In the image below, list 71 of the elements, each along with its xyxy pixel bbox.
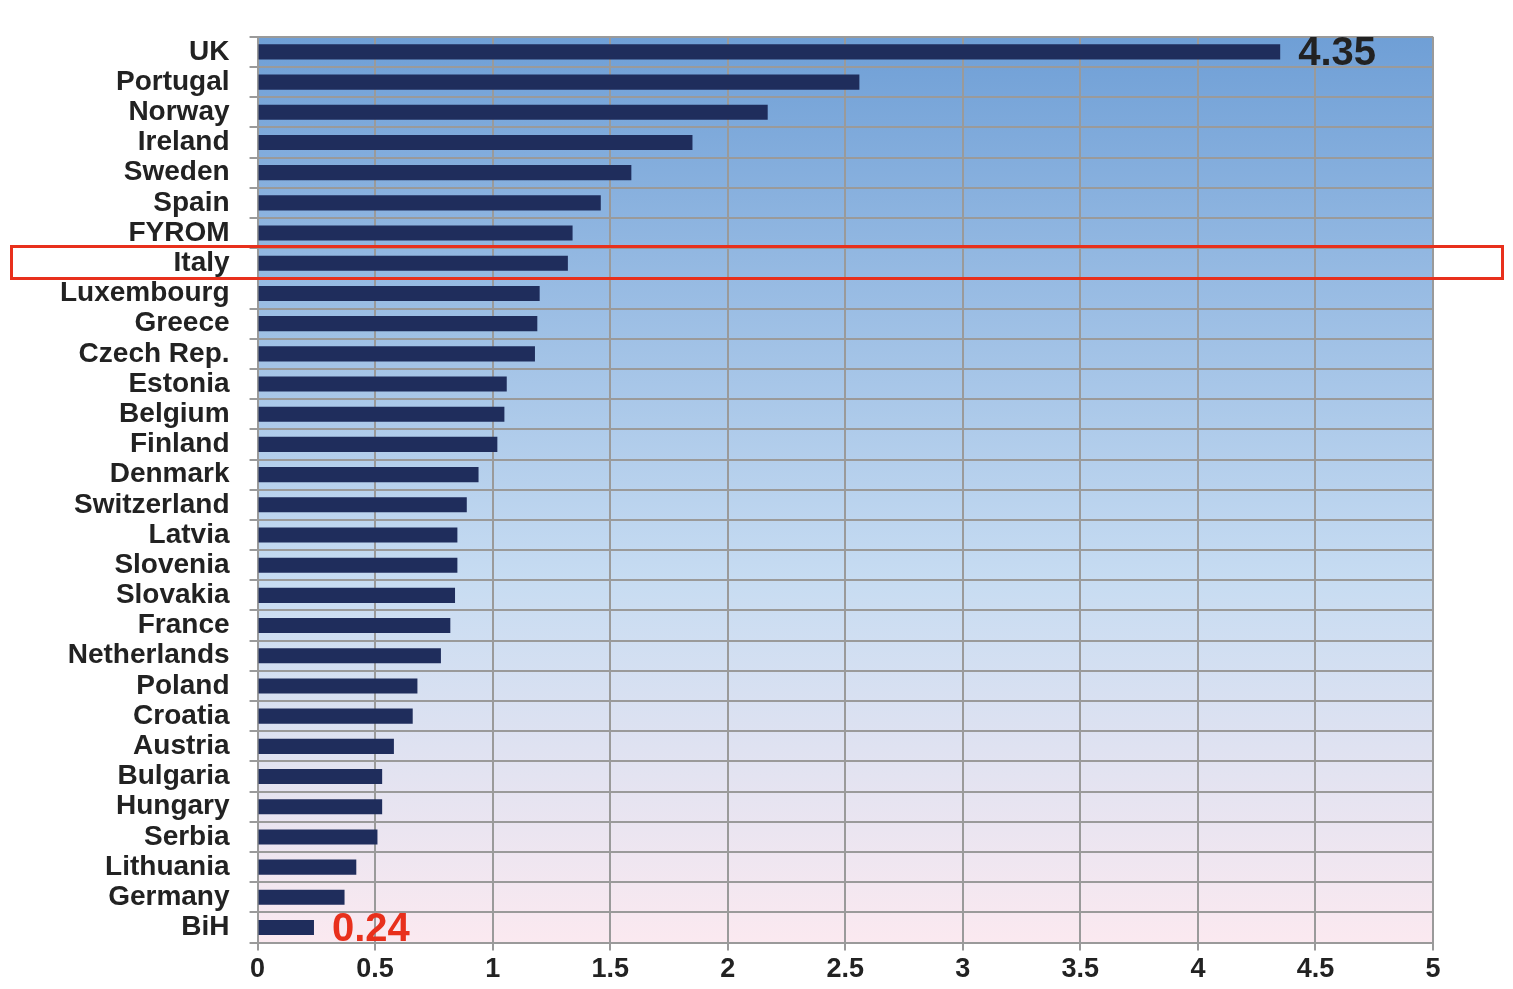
- bar: [258, 316, 538, 332]
- y-tick-label: Belgium: [119, 396, 230, 428]
- bar: [258, 406, 505, 422]
- y-tick-label: Switzerland: [73, 487, 230, 519]
- bar: [258, 255, 568, 271]
- x-tick-label: 0: [250, 953, 266, 984]
- bar: [258, 678, 418, 694]
- y-tick-label: Czech Rep.: [78, 336, 230, 368]
- bar: [258, 618, 451, 634]
- y-tick-label: Slovakia: [115, 578, 230, 610]
- y-tick-label: Greece: [134, 306, 230, 338]
- bar: [258, 346, 535, 362]
- bar: [258, 497, 467, 513]
- bar: [258, 195, 601, 211]
- bar: [258, 648, 441, 664]
- y-tick-label: Slovenia: [114, 547, 230, 579]
- bar: [258, 74, 860, 90]
- y-tick-label: Ireland: [137, 125, 230, 157]
- y-tick-label: Portugal: [116, 64, 230, 96]
- bar: [258, 285, 540, 301]
- bar: [258, 859, 357, 875]
- y-tick-label: Italy: [173, 245, 230, 277]
- bar: [258, 799, 383, 815]
- bar: [258, 889, 345, 905]
- y-tick-label: Norway: [128, 95, 230, 126]
- x-tick-label: 2: [720, 953, 736, 984]
- y-tick-label: Denmark: [109, 457, 230, 489]
- bar: [258, 527, 458, 543]
- x-tick-label: 3: [955, 953, 971, 984]
- y-tick-label: Serbia: [143, 819, 230, 851]
- bar: [258, 738, 394, 754]
- x-tick-label: 4.5: [1296, 953, 1335, 984]
- bar: [258, 587, 456, 603]
- bar: [258, 134, 693, 151]
- y-tick-label: Lithuania: [105, 849, 230, 881]
- bar: [258, 44, 1281, 60]
- bar: [258, 436, 498, 452]
- annotation: 4.35: [1298, 28, 1377, 73]
- x-tick-label: 1: [485, 953, 501, 984]
- bar: [258, 165, 632, 181]
- y-tick-label: BiH: [181, 910, 230, 942]
- y-tick-label: Finland: [130, 427, 230, 459]
- y-tick-label: Austria: [133, 729, 230, 761]
- bar: [258, 557, 458, 573]
- bar: [258, 225, 573, 241]
- annotation: 0.24: [331, 904, 411, 949]
- y-tick-label: Sweden: [123, 155, 230, 187]
- y-tick-label: UK: [189, 34, 230, 66]
- y-tick-label: Germany: [108, 880, 230, 912]
- y-tick-label: Luxembourg: [60, 276, 230, 308]
- bar: [258, 104, 768, 120]
- x-tick-label: 4: [1190, 953, 1206, 984]
- y-tick-label: Spain: [153, 185, 230, 217]
- y-tick-label: France: [137, 608, 230, 640]
- y-tick-label: Latvia: [148, 517, 230, 549]
- y-tick-label: Bulgaria: [117, 759, 230, 791]
- bar: [258, 376, 507, 392]
- bar: [258, 829, 378, 845]
- x-tick-label: 1.5: [591, 953, 629, 984]
- y-tick-label: Netherlands: [67, 638, 230, 670]
- bar: [258, 708, 413, 724]
- bar: [258, 768, 383, 785]
- bar: [258, 467, 479, 483]
- y-tick-label: Croatia: [133, 698, 230, 730]
- x-tick-label: 5: [1425, 953, 1441, 984]
- x-tick-label: 3.5: [1061, 953, 1100, 984]
- y-tick-label: Hungary: [115, 789, 230, 821]
- bar: [258, 919, 314, 936]
- x-tick-label: 0.5: [356, 953, 394, 984]
- y-tick-label: Poland: [136, 668, 230, 700]
- x-tick-label: 2.5: [826, 953, 865, 984]
